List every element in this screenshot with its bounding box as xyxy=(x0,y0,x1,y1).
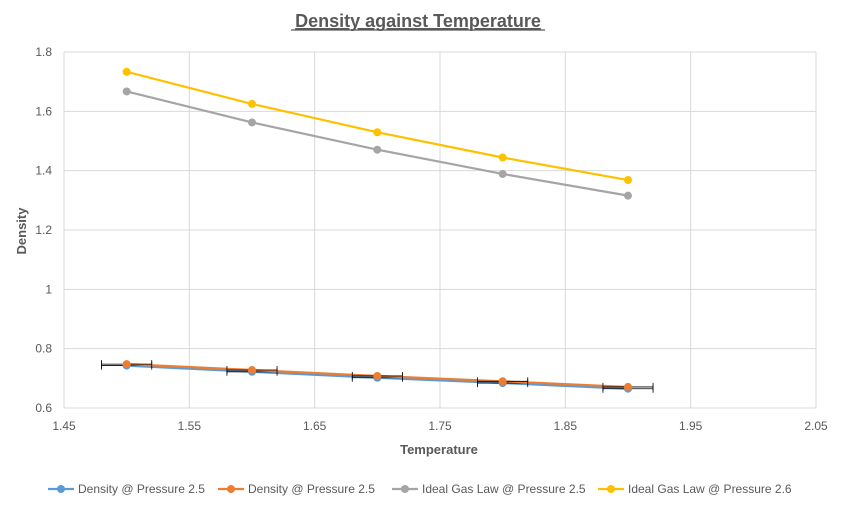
data-point xyxy=(373,371,382,380)
y-tick-labels: 0.6 0.8 1 1.2 1.4 1.6 1.8 xyxy=(35,45,52,415)
legend-swatch-marker xyxy=(227,485,235,493)
data-point xyxy=(373,128,382,137)
x-tick-labels: 1.45 1.55 1.65 1.75 1.85 1.95 2.05 xyxy=(52,419,828,433)
data-point xyxy=(122,87,131,96)
x-tick-label: 1.95 xyxy=(679,419,703,433)
data-point xyxy=(122,67,131,76)
data-point xyxy=(248,118,256,127)
data-point xyxy=(498,153,507,162)
legend-item[interactable]: Ideal Gas Law @ Pressure 2.5 xyxy=(392,482,586,496)
x-tick-label: 1.55 xyxy=(178,419,202,433)
chart-title: Density against Temperature xyxy=(295,11,541,31)
y-tick-label: 0.8 xyxy=(35,342,52,356)
legend-swatch-marker xyxy=(607,485,615,493)
legend[interactable]: Density @ Pressure 2.5 Density @ Pressure… xyxy=(48,482,792,496)
legend-swatch-marker xyxy=(401,485,409,493)
x-tick-label: 1.85 xyxy=(554,419,578,433)
series-line xyxy=(126,70,629,182)
series-3 xyxy=(122,67,632,185)
data-point xyxy=(624,382,632,391)
x-tick-label: 1.45 xyxy=(52,419,76,433)
x-tick-label: 1.65 xyxy=(303,419,327,433)
legend-item[interactable]: Ideal Gas Law @ Pressure 2.6 xyxy=(598,482,792,496)
data-point xyxy=(248,366,256,375)
y-tick-label: 1.6 xyxy=(35,104,52,118)
x-tick-label: 2.05 xyxy=(804,419,828,433)
data-point xyxy=(498,169,507,178)
y-tick-label: 1.4 xyxy=(35,164,52,178)
legend-label: Ideal Gas Law @ Pressure 2.6 xyxy=(628,482,792,496)
data-point xyxy=(248,99,256,108)
x-axis-label: Temperature xyxy=(400,442,478,457)
data-point xyxy=(122,360,131,369)
data-point xyxy=(624,176,632,185)
y-tick-label: 1.2 xyxy=(35,223,52,237)
y-tick-label: 1 xyxy=(45,282,52,296)
legend-label: Ideal Gas Law @ Pressure 2.5 xyxy=(422,482,586,496)
legend-item[interactable]: Density @ Pressure 2.5 xyxy=(218,482,375,496)
y-tick-label: 1.8 xyxy=(35,45,52,59)
y-axis-label: Density xyxy=(14,207,29,255)
y-tick-label: 0.6 xyxy=(35,401,52,415)
data-point xyxy=(498,377,507,386)
series-2 xyxy=(122,87,632,200)
legend-swatch-marker xyxy=(57,485,65,493)
series-1 xyxy=(101,360,654,391)
legend-label: Density @ Pressure 2.5 xyxy=(248,482,375,496)
legend-label: Density @ Pressure 2.5 xyxy=(78,482,205,496)
legend-item[interactable]: Density @ Pressure 2.5 xyxy=(48,482,205,496)
series-layer xyxy=(101,67,654,393)
data-point xyxy=(624,191,632,200)
x-tick-label: 1.75 xyxy=(428,419,452,433)
grid xyxy=(63,51,817,409)
data-point xyxy=(373,145,382,154)
series-line xyxy=(126,90,629,197)
